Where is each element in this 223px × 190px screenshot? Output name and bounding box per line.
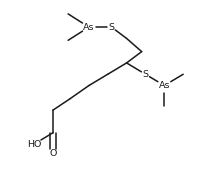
Text: As: As: [159, 81, 170, 90]
Text: As: As: [83, 23, 95, 32]
Text: O: O: [49, 149, 57, 158]
Text: S: S: [109, 23, 114, 32]
Text: HO: HO: [27, 139, 41, 149]
Text: S: S: [142, 70, 149, 79]
